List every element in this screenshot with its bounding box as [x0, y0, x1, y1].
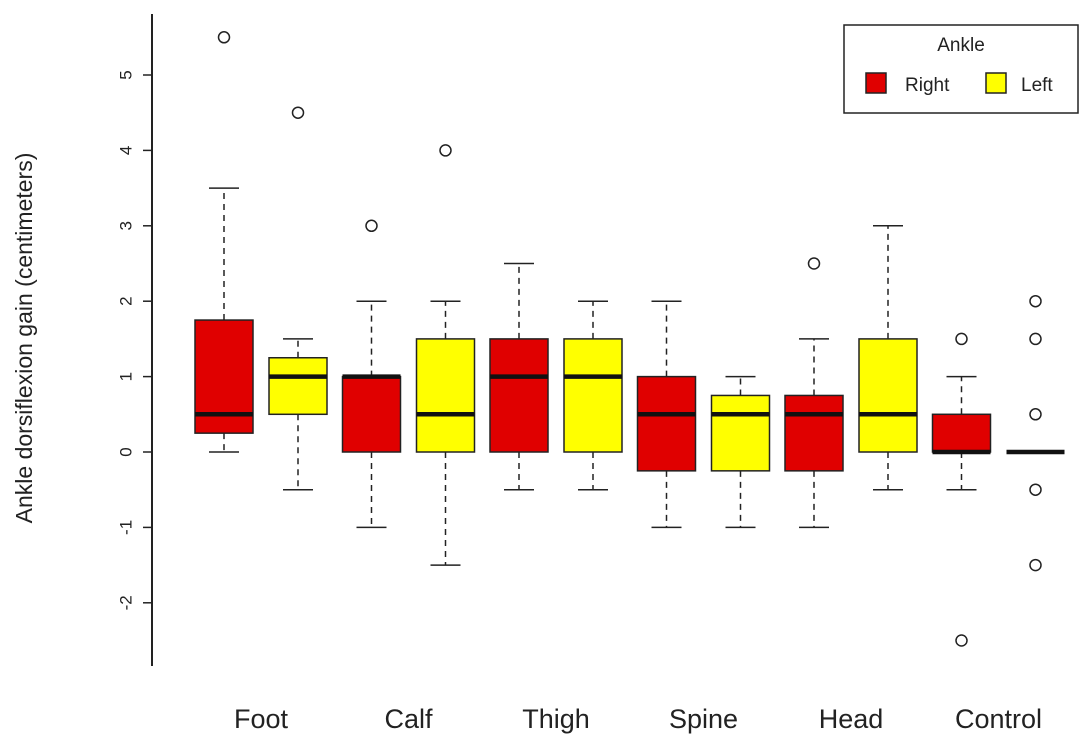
y-tick-label: 4: [116, 146, 135, 155]
x-category-label: Foot: [234, 704, 289, 734]
box-left-foot: [268, 106, 328, 491]
box-left-calf: [415, 144, 476, 566]
legend-label-left: Left: [1021, 75, 1053, 96]
box-right-spine: [636, 300, 697, 529]
box-right-control: [931, 332, 992, 647]
y-axis-ticks: -2 -1 0 1 2 3 4 5: [116, 70, 152, 610]
box-right-head: [784, 257, 844, 529]
box-left-control: [1006, 294, 1065, 572]
box-left-spine: [710, 375, 771, 529]
outlier-point: [1029, 558, 1042, 572]
box-iqr: [636, 375, 697, 472]
legend-frame: [843, 24, 1079, 114]
box-iqr: [931, 413, 992, 453]
outlier-point: [1029, 483, 1042, 496]
x-category-label: Spine: [669, 704, 738, 734]
box-iqr: [489, 338, 549, 453]
box-group: [194, 31, 1065, 647]
box-iqr: [268, 357, 328, 416]
outlier-point: [955, 634, 968, 647]
box-iqr: [858, 338, 918, 453]
box-right-thigh: [489, 262, 549, 491]
box-iqr: [341, 375, 402, 453]
outlier-point: [439, 144, 452, 157]
legend: Ankle Right Left: [843, 24, 1079, 114]
y-tick-label: 3: [116, 221, 135, 230]
box-iqr: [784, 394, 844, 472]
y-axis-label: Ankle dorsiflexion gain (centimeters): [11, 153, 37, 524]
x-category-label: Head: [819, 704, 884, 734]
box-iqr: [563, 338, 623, 453]
box-iqr: [415, 338, 476, 453]
box-left-head: [858, 225, 918, 491]
y-tick-label: 1: [116, 372, 135, 381]
outlier-point: [1029, 294, 1042, 308]
x-category-label: Calf: [384, 704, 433, 734]
box-right-calf: [341, 219, 402, 529]
outlier-point: [217, 31, 231, 44]
outlier-point: [1029, 332, 1042, 346]
outlier-point: [1029, 408, 1042, 421]
box-right-foot: [194, 31, 254, 453]
box-iqr: [710, 394, 771, 472]
y-tick-label: -1: [116, 520, 135, 535]
category-labels: Foot Calf Thigh Spine Head Control: [234, 704, 1042, 734]
outlier-point: [365, 219, 378, 233]
legend-swatch-right: [865, 72, 887, 94]
y-tick-label: 2: [116, 296, 135, 305]
outlier-point: [807, 257, 821, 270]
legend-label-right: Right: [905, 75, 950, 96]
x-category-label: Control: [955, 704, 1042, 734]
box-left-thigh: [563, 300, 623, 491]
legend-swatch-left: [985, 72, 1007, 94]
x-category-label: Thigh: [522, 704, 590, 734]
outlier-point: [955, 332, 968, 346]
legend-title: Ankle: [937, 35, 985, 56]
y-tick-label: -2: [116, 595, 135, 610]
y-tick-label: 5: [116, 70, 135, 79]
y-tick-label: 0: [116, 447, 135, 456]
outlier-point: [291, 106, 305, 119]
